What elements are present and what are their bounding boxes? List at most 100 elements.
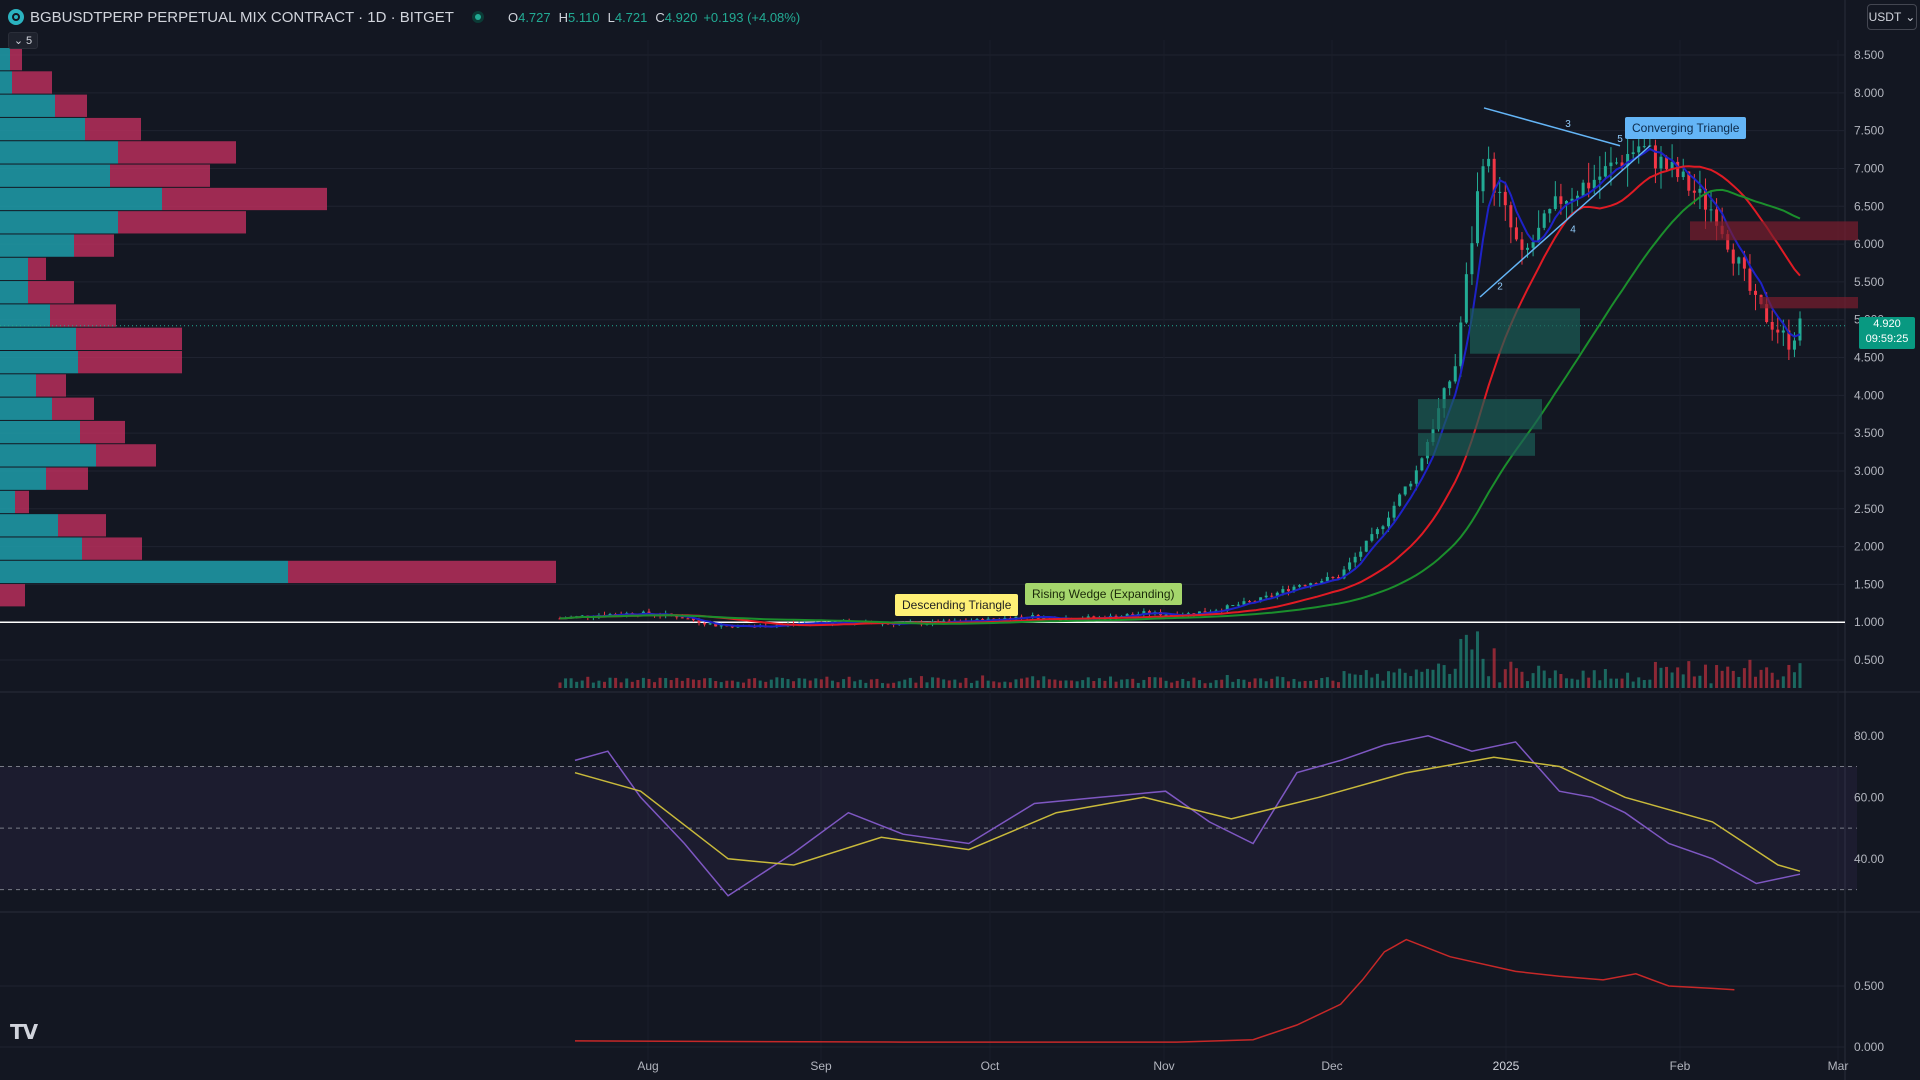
- volume-bar: [942, 679, 946, 688]
- pattern-label-converging-triangle[interactable]: Converging Triangle: [1625, 117, 1747, 139]
- chevron-down-icon: ⌄: [1905, 10, 1916, 24]
- volume-bar: [747, 678, 751, 688]
- volume-bar: [769, 679, 773, 688]
- volume-bar: [1259, 678, 1263, 688]
- candle-body: [703, 622, 707, 625]
- volume-bar: [892, 682, 896, 688]
- volume-bar: [647, 678, 651, 688]
- zone-rect: [1418, 433, 1535, 456]
- candle-body: [714, 623, 718, 627]
- volume-bar: [919, 676, 923, 688]
- volume-profile-down-bar: [50, 304, 116, 327]
- volume-bar: [853, 681, 857, 688]
- candle-body: [1398, 494, 1402, 506]
- candle-body: [1292, 586, 1296, 592]
- low-label: L: [607, 9, 615, 25]
- volume-bar: [591, 682, 595, 688]
- candle-body: [680, 617, 684, 619]
- candle-body: [1259, 597, 1263, 602]
- price-axis-tick: 4.500: [1854, 351, 1884, 365]
- candle-body: [1514, 227, 1518, 240]
- candle-body: [1414, 470, 1418, 484]
- candle-body: [1203, 611, 1207, 613]
- volume-bar: [975, 680, 979, 688]
- volume-bar: [1214, 680, 1218, 688]
- volume-bar: [1542, 670, 1546, 688]
- volume-bar: [1570, 678, 1574, 688]
- volume-bar: [1737, 676, 1741, 688]
- volume-bar: [1437, 663, 1441, 688]
- high-value: 5.110: [568, 9, 600, 25]
- volume-bar: [1759, 669, 1763, 688]
- volume-bar: [981, 675, 985, 688]
- volume-bar: [964, 677, 968, 688]
- volume-bar: [1770, 672, 1774, 688]
- volume-bar: [1108, 676, 1112, 688]
- volume-bar: [1053, 679, 1057, 688]
- candle-body: [1303, 585, 1307, 587]
- indicators-collapse-button[interactable]: ⌄ 5: [8, 32, 38, 49]
- candle-body: [1631, 152, 1635, 155]
- volume-bar: [1353, 674, 1357, 688]
- volume-bar: [1031, 676, 1035, 688]
- candle-body: [1742, 257, 1746, 269]
- price-axis-tick: 5.500: [1854, 275, 1884, 289]
- open-label: O: [507, 9, 519, 25]
- candle-body: [1309, 583, 1313, 586]
- volume-profile-up-bar: [0, 141, 118, 164]
- volume-bar: [1692, 676, 1696, 688]
- volume-bar: [1620, 678, 1624, 688]
- volume-bar: [947, 680, 951, 688]
- symbol-header[interactable]: BGBUSDTPERP PERPETUAL MIX CONTRACT · 1D …: [8, 6, 800, 28]
- pattern-point-label: 3: [1565, 119, 1571, 130]
- volume-bar: [664, 678, 668, 688]
- volume-profile-up-bar: [0, 514, 58, 537]
- volume-bar: [1726, 666, 1730, 688]
- candle-body: [1448, 381, 1452, 389]
- volume-profile-down-bar: [78, 351, 182, 374]
- symbol-title[interactable]: BGBUSDTPERP PERPETUAL MIX CONTRACT · 1D …: [30, 8, 454, 26]
- candle-body: [1353, 556, 1357, 563]
- volume-bar: [1464, 634, 1468, 688]
- candle-body: [1576, 195, 1580, 199]
- candle-body: [697, 620, 701, 623]
- status-dot-icon: [471, 11, 484, 23]
- tradingview-logo-icon[interactable]: TV: [10, 1020, 38, 1044]
- volume-bar: [1448, 673, 1452, 688]
- time-axis-tick: Dec: [1321, 1059, 1342, 1073]
- volume-bar: [653, 682, 657, 688]
- volume-bar: [675, 677, 679, 688]
- volume-profile-down-bar: [58, 514, 106, 537]
- candle-body: [1681, 171, 1685, 178]
- bitget-logo-icon: [8, 9, 24, 25]
- candle-body: [1564, 200, 1568, 204]
- volume-bar: [1492, 648, 1496, 688]
- volume-bar: [1253, 678, 1257, 688]
- candle-body: [1470, 243, 1474, 275]
- volume-bar: [558, 682, 562, 688]
- pattern-label-rising-wedge[interactable]: Rising Wedge (Expanding): [1025, 583, 1182, 605]
- rsi-ma-line: [574, 756, 1801, 872]
- price-axis-tick: 3.000: [1854, 464, 1884, 478]
- currency-select[interactable]: USDT ⌄: [1867, 4, 1917, 30]
- volume-bar: [808, 680, 812, 688]
- volume-bar: [775, 677, 779, 688]
- candle-body: [1676, 161, 1680, 178]
- volume-bar: [1008, 682, 1012, 688]
- volume-profile-down-bar: [76, 327, 182, 350]
- volume-bar: [1487, 676, 1491, 688]
- volume-bar: [1798, 663, 1802, 688]
- volume-bar: [669, 680, 673, 688]
- candle-body: [1703, 188, 1707, 210]
- volume-bar: [1526, 681, 1530, 688]
- volume-profile-down-bar: [82, 537, 142, 560]
- last-price: 4.920: [1873, 318, 1901, 330]
- volume-bar: [1442, 665, 1446, 688]
- pattern-label-descending-triangle[interactable]: Descending Triangle: [895, 594, 1019, 616]
- volume-bar: [1298, 681, 1302, 688]
- volume-bar: [780, 677, 784, 688]
- candle-body: [1531, 242, 1535, 248]
- volume-bar: [1364, 670, 1368, 688]
- volume-bar: [1475, 631, 1479, 688]
